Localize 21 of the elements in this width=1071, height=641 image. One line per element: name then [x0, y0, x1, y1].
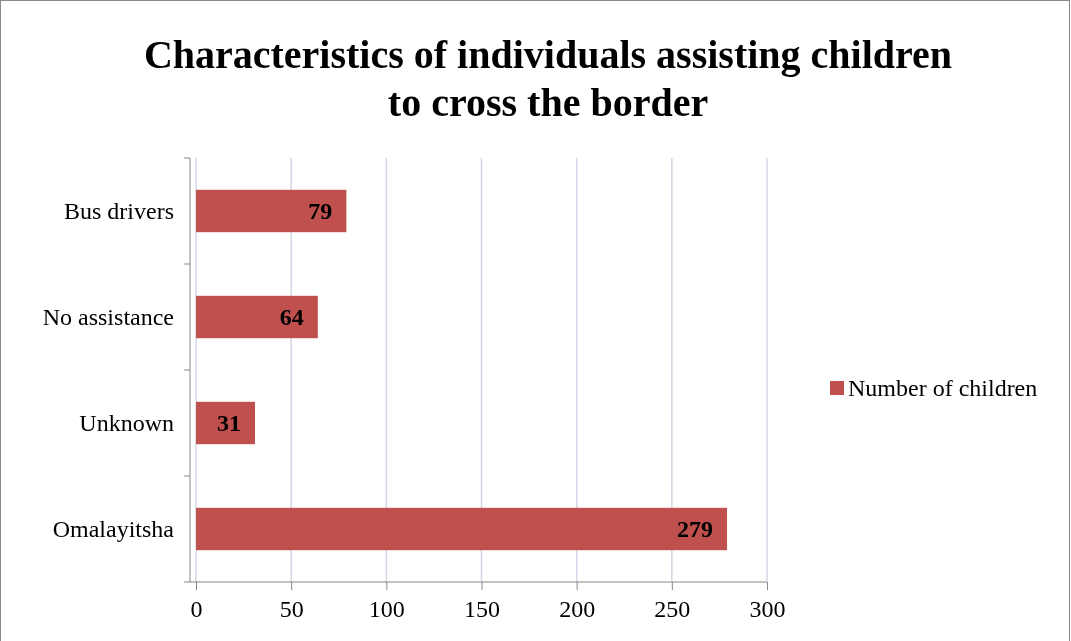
- data-label: 79: [308, 198, 333, 225]
- bar: [196, 507, 728, 551]
- x-tick-label: 300: [749, 596, 786, 622]
- bar: [196, 295, 318, 339]
- x-tick-label: 100: [368, 596, 405, 622]
- x-tick-label: 200: [559, 596, 596, 622]
- data-label: 279: [677, 516, 714, 543]
- y-tick-label: Bus drivers: [64, 198, 174, 225]
- data-label: 64: [279, 304, 304, 331]
- y-tick-label: No assistance: [42, 304, 174, 331]
- y-tick-label: Omalayitsha: [52, 516, 175, 543]
- y-tick-label: Unknown: [79, 410, 174, 437]
- x-tick-label: 250: [654, 596, 691, 622]
- bar: [196, 401, 255, 445]
- data-label: 31: [217, 410, 241, 437]
- x-tick-label: 50: [279, 596, 304, 622]
- chart-title: Characteristics of individuals assisting children to cross the border: [143, 32, 953, 125]
- bar: [196, 189, 347, 233]
- x-tick-label: 0: [190, 596, 203, 622]
- legend-label: Number of children: [848, 375, 1038, 402]
- x-tick-label: 150: [464, 596, 500, 622]
